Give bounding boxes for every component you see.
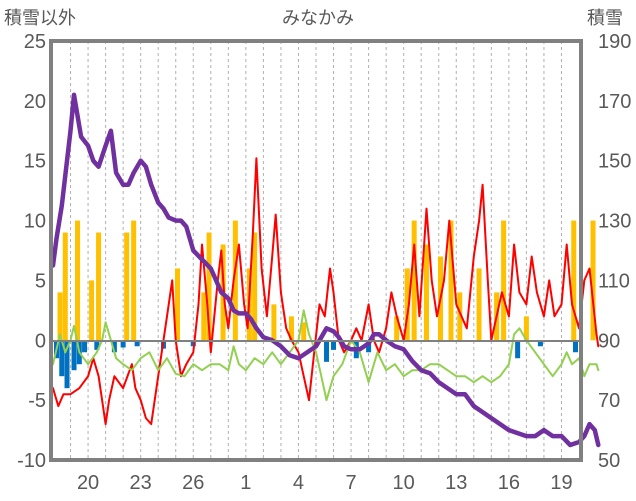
blue-bar bbox=[537, 340, 543, 347]
blue-bar bbox=[82, 340, 88, 353]
right-axis-ticks: 190 170 150 130 110 90 70 50 bbox=[598, 31, 631, 472]
blue-bar bbox=[64, 340, 70, 389]
x-tick-label: 19 bbox=[550, 472, 572, 494]
orange-bar bbox=[62, 232, 68, 341]
blue-bar bbox=[94, 340, 100, 350]
orange-bar bbox=[476, 268, 482, 341]
orange-bar bbox=[96, 232, 102, 341]
plot-frame bbox=[49, 39, 583, 462]
left-axis-ticks: 25 20 15 10 5 0 -5 -10 bbox=[17, 31, 46, 472]
blue-bar bbox=[572, 340, 578, 353]
orange-bar bbox=[404, 268, 410, 341]
orange-bar bbox=[523, 316, 529, 341]
orange-bar bbox=[57, 292, 63, 341]
blue-bar bbox=[331, 340, 337, 350]
orange-bar bbox=[448, 220, 454, 341]
orange-bar bbox=[124, 232, 130, 341]
orange-bar bbox=[394, 316, 400, 341]
left-tick-label: -5 bbox=[28, 390, 46, 412]
line-series bbox=[50, 92, 601, 448]
right-tick-label: 110 bbox=[598, 270, 630, 292]
x-axis-ticks: 20 23 26 1 4 7 10 13 16 19 bbox=[77, 472, 573, 494]
blue-bar bbox=[59, 340, 65, 377]
left-tick-label: -10 bbox=[17, 450, 46, 472]
x-tick-label: 4 bbox=[293, 472, 304, 494]
left-tick-label: 25 bbox=[24, 31, 46, 53]
x-tick-label: 26 bbox=[182, 472, 204, 494]
orange-bar bbox=[301, 322, 307, 341]
blue-bar bbox=[120, 340, 126, 348]
left-axis-title: 積雪以外 bbox=[4, 8, 76, 29]
right-axis-title: 積雪 bbox=[587, 8, 623, 29]
orange-bar bbox=[232, 220, 238, 341]
blue-bar bbox=[111, 340, 117, 353]
orange-bar bbox=[411, 220, 417, 341]
x-tick-label: 1 bbox=[240, 472, 251, 494]
chart-title: みなかみ bbox=[282, 8, 354, 29]
blue-bar bbox=[366, 340, 372, 353]
left-tick-label: 15 bbox=[24, 151, 46, 173]
orange-bar bbox=[206, 232, 212, 341]
orange-bar bbox=[288, 316, 294, 341]
orange-bar bbox=[571, 220, 577, 341]
red-series-line bbox=[52, 157, 600, 426]
orange-bar bbox=[501, 220, 507, 341]
orange-bar bbox=[457, 292, 463, 341]
left-tick-label: 5 bbox=[35, 270, 46, 292]
x-tick-label: 23 bbox=[130, 472, 152, 494]
orange-bar bbox=[75, 220, 81, 341]
purple-series-line bbox=[50, 92, 601, 448]
blue-bar bbox=[190, 340, 196, 347]
left-tick-label: 0 bbox=[35, 330, 46, 352]
blue-bar bbox=[71, 340, 77, 371]
orange-bar bbox=[201, 292, 207, 341]
orange-bar bbox=[174, 268, 180, 341]
right-tick-label: 90 bbox=[598, 330, 620, 352]
x-tick-label: 7 bbox=[346, 472, 357, 494]
right-tick-label: 170 bbox=[598, 91, 631, 113]
right-tick-label: 70 bbox=[598, 390, 620, 412]
orange-bar bbox=[271, 304, 277, 341]
grid-lines bbox=[70, 41, 562, 460]
green-series-line bbox=[52, 309, 600, 402]
left-tick-label: 20 bbox=[24, 91, 46, 113]
orange-bar bbox=[423, 244, 429, 341]
right-tick-label: 50 bbox=[598, 450, 620, 472]
right-tick-label: 130 bbox=[598, 211, 631, 233]
x-tick-label: 13 bbox=[445, 472, 467, 494]
x-tick-label: 20 bbox=[77, 472, 99, 494]
orange-bar bbox=[252, 232, 258, 341]
blue-bar bbox=[515, 340, 521, 359]
right-tick-label: 150 bbox=[598, 151, 631, 173]
x-tick-label: 16 bbox=[498, 472, 520, 494]
left-tick-label: 10 bbox=[24, 211, 46, 233]
x-tick-label: 10 bbox=[393, 472, 415, 494]
orange-bar bbox=[590, 220, 596, 341]
blue-bar bbox=[134, 340, 140, 347]
orange-bar bbox=[131, 220, 137, 341]
right-tick-label: 190 bbox=[598, 31, 631, 53]
orange-bar bbox=[89, 280, 95, 341]
blue-bar bbox=[324, 340, 330, 362]
